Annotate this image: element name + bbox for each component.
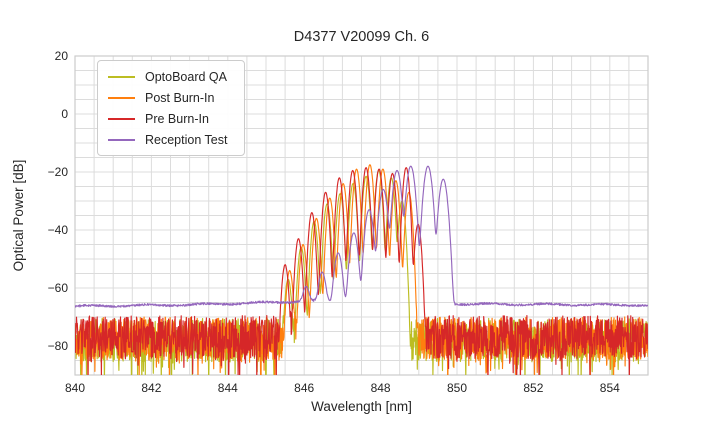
legend-line-swatch bbox=[108, 96, 135, 99]
legend-line-swatch bbox=[108, 138, 135, 141]
x-tick-label: 854 bbox=[600, 381, 620, 395]
legend-label: Post Burn-In bbox=[145, 90, 215, 105]
x-tick-label: 852 bbox=[523, 381, 543, 395]
legend-item-reception-test: Reception Test bbox=[108, 131, 234, 148]
legend-label: Reception Test bbox=[145, 132, 228, 147]
y-tick-label: −60 bbox=[48, 281, 69, 295]
y-tick-label: −80 bbox=[48, 339, 69, 353]
y-tick-label: 20 bbox=[55, 49, 69, 63]
chart-title: D4377 V20099 Ch. 6 bbox=[294, 29, 429, 45]
plot-border bbox=[74, 55, 649, 376]
x-tick-label: 850 bbox=[447, 381, 467, 395]
x-tick-label: 840 bbox=[65, 381, 85, 395]
x-tick-label: 846 bbox=[294, 381, 314, 395]
x-tick-label: 848 bbox=[371, 381, 391, 395]
series-line-pre-burn-in bbox=[75, 167, 648, 375]
y-tick-label: −40 bbox=[48, 223, 69, 237]
x-tick-label: 842 bbox=[141, 381, 161, 395]
x-axis-label: Wavelength [nm] bbox=[311, 399, 412, 414]
legend-label: Pre Burn-In bbox=[145, 111, 209, 126]
y-axis-label: Optical Power [dB] bbox=[11, 160, 26, 272]
legend-label: OptoBoard QA bbox=[145, 69, 227, 84]
series-lines bbox=[75, 164, 648, 375]
legend-line-swatch bbox=[108, 117, 135, 120]
y-tick-label: 0 bbox=[61, 107, 68, 121]
tick-labels: 840 842 844 846 848 850 852 854 20 0 −20 −40 −60 −80 bbox=[48, 49, 620, 395]
y-tick-label: −20 bbox=[48, 165, 69, 179]
legend-item-post-burn-in: Post Burn-In bbox=[108, 89, 234, 106]
legend: OptoBoard QA Post Burn-In Pre Burn-In Recep… bbox=[97, 60, 245, 156]
series-line-reception-test bbox=[75, 165, 648, 308]
legend-item-pre-burn-in: Pre Burn-In bbox=[108, 110, 234, 127]
legend-line-swatch bbox=[108, 75, 135, 78]
legend-item-optoboard-qa: OptoBoard QA bbox=[108, 68, 234, 85]
x-tick-label: 844 bbox=[218, 381, 238, 395]
